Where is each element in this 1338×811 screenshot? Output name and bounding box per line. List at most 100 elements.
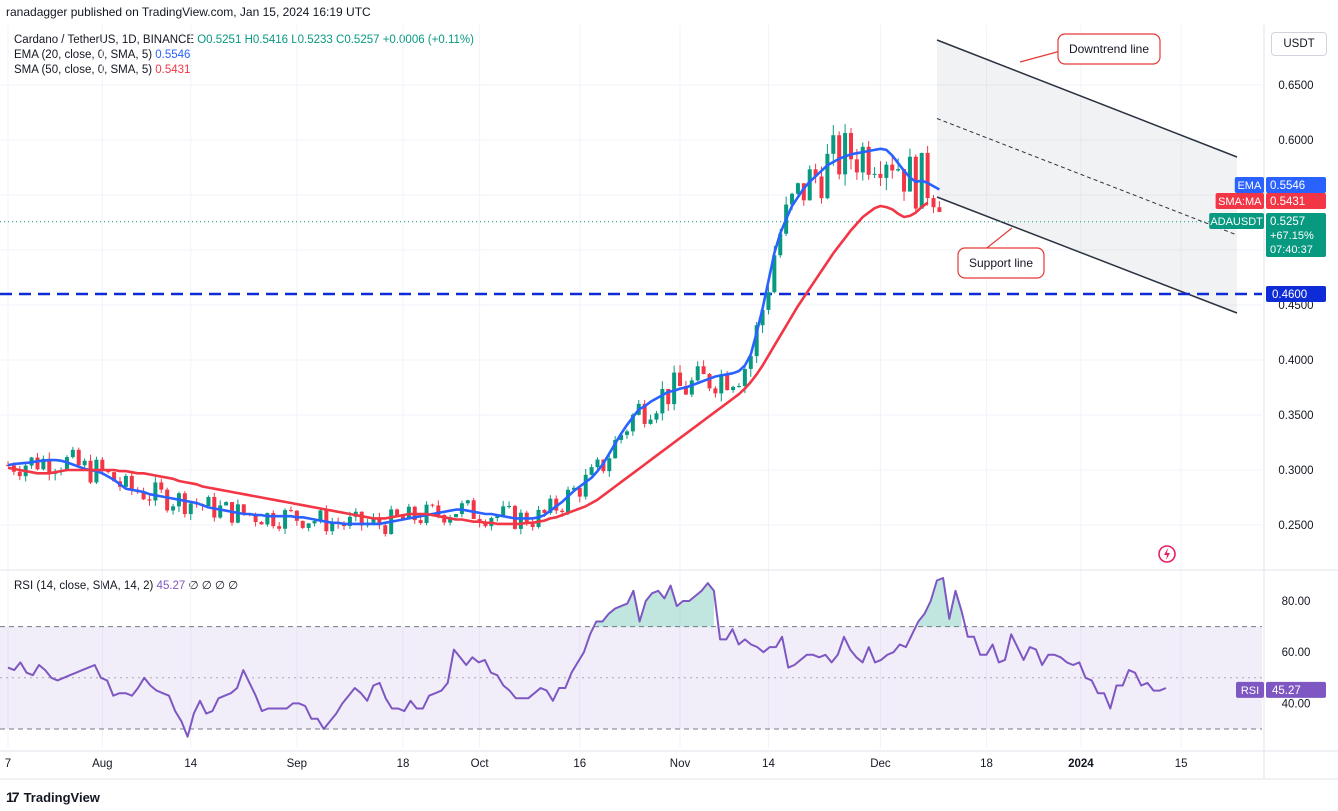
candle-body bbox=[300, 520, 305, 528]
low-value: L0.5233 bbox=[291, 34, 333, 46]
candle-body bbox=[171, 506, 176, 511]
rsi-legend[interactable]: RSI (14, close, SMA, 14, 2) 45.27 ∅ ∅ ∅ … bbox=[14, 578, 238, 592]
candle-body bbox=[241, 504, 246, 515]
candle-body bbox=[666, 388, 671, 405]
candle-body bbox=[294, 510, 299, 521]
candle-body bbox=[654, 413, 659, 420]
candle-body bbox=[678, 372, 683, 387]
candle-body bbox=[860, 146, 865, 173]
price-labels: EMA 0.5546 SMA:MA 0.5431 ADAUSDT 0.5257 +67.15… bbox=[1209, 177, 1326, 698]
candle-body bbox=[925, 152, 930, 199]
candle-body bbox=[819, 176, 824, 199]
moving-averages bbox=[7, 147, 941, 526]
price-tick-label: 0.4500 bbox=[1278, 300, 1313, 312]
candle-body bbox=[613, 439, 618, 459]
candle-body bbox=[848, 132, 853, 160]
ema-legend-row[interactable]: EMA (20, close, 0, SMA, 5) 0.5546 bbox=[14, 48, 474, 63]
candle-body bbox=[760, 309, 765, 326]
rsi-line bbox=[7, 577, 1167, 738]
flash-icon[interactable] bbox=[1157, 544, 1177, 564]
rsi-value-tag bbox=[1266, 681, 1326, 698]
candle-body bbox=[542, 509, 547, 513]
rsi-name-text: RSI bbox=[1241, 685, 1259, 697]
tradingview-logo[interactable]: 17 TradingView bbox=[6, 789, 100, 805]
candle-body bbox=[17, 471, 22, 477]
currency-button[interactable]: USDT bbox=[1271, 32, 1327, 56]
support-annotation-text: Support line bbox=[969, 256, 1033, 270]
ema-name-tag bbox=[1234, 177, 1264, 193]
candle-body bbox=[566, 489, 571, 512]
candle-body bbox=[483, 522, 488, 527]
time-tick-label: Oct bbox=[471, 758, 490, 770]
ema-label: EMA (20, close, 0, SMA, 5) bbox=[14, 49, 153, 61]
candle-body bbox=[907, 156, 912, 192]
price-tick-label: 0.6500 bbox=[1278, 80, 1313, 92]
candle-body bbox=[748, 356, 753, 369]
candle-body bbox=[182, 493, 187, 515]
sma-value-text: 0.5431 bbox=[1270, 196, 1305, 208]
time-tick-label: Dec bbox=[870, 758, 891, 770]
candle-body bbox=[672, 372, 677, 405]
price-tick-label: 0.4000 bbox=[1278, 355, 1313, 367]
candle-body bbox=[501, 506, 506, 516]
tradingview-wordmark: TradingView bbox=[23, 789, 100, 805]
candle-body bbox=[436, 505, 441, 516]
sma-label: SMA (50, close, 0, SMA, 5) bbox=[14, 64, 153, 76]
candle-body bbox=[807, 169, 812, 201]
candle-body bbox=[772, 255, 777, 293]
candle-body bbox=[902, 169, 907, 192]
sma-line bbox=[7, 201, 929, 526]
candle-body bbox=[507, 505, 512, 507]
candle-body bbox=[931, 198, 936, 208]
candle-body bbox=[395, 509, 400, 517]
candle-body bbox=[359, 511, 364, 526]
sma-name-text: SMA:MA bbox=[1218, 196, 1262, 208]
candle-body bbox=[595, 459, 600, 468]
candle-body bbox=[766, 292, 771, 310]
sma-value: 0.5431 bbox=[155, 64, 191, 76]
candle-body bbox=[35, 457, 40, 470]
sma-legend-row[interactable]: SMA (50, close, 0, SMA, 5) 0.5431 bbox=[14, 63, 474, 78]
time-tick-label: 14 bbox=[762, 758, 775, 770]
candle-body bbox=[147, 499, 152, 501]
candle-body bbox=[548, 498, 553, 513]
candle-body bbox=[471, 500, 476, 519]
candle-body bbox=[265, 513, 270, 525]
candle-body bbox=[583, 474, 588, 497]
candle-body bbox=[813, 169, 818, 177]
candle-body bbox=[825, 153, 830, 199]
ema-name-text: EMA bbox=[1237, 180, 1262, 192]
candle-body bbox=[141, 492, 146, 500]
symbol-label: Cardano / TetherUS, 1D, BINANCE bbox=[14, 34, 195, 46]
candle-body bbox=[47, 458, 52, 474]
candle-body bbox=[577, 487, 582, 497]
candle-body bbox=[701, 366, 706, 375]
candle-body bbox=[159, 482, 164, 490]
candle-body bbox=[560, 510, 565, 512]
channel-midline bbox=[936, 118, 1238, 236]
candle-body bbox=[571, 487, 576, 490]
candle-body bbox=[82, 460, 87, 466]
rsi-overbought-fill bbox=[918, 578, 962, 627]
candle-body bbox=[801, 183, 806, 201]
rsi-label: RSI (14, close, SMA, 14, 2) bbox=[14, 580, 154, 592]
candle-body bbox=[312, 521, 317, 524]
candle-body bbox=[736, 385, 741, 387]
candle-body bbox=[206, 496, 211, 507]
candle-body bbox=[6, 465, 10, 467]
rsi-overbought-fill bbox=[596, 583, 714, 627]
downtrend-annotation-box bbox=[1057, 33, 1161, 65]
time-tick-label: 14 bbox=[184, 758, 197, 770]
price-tick-label: 0.6000 bbox=[1278, 135, 1313, 147]
candle-body bbox=[707, 374, 712, 389]
last-price-block bbox=[1266, 213, 1326, 257]
candle-body bbox=[288, 510, 293, 512]
rsi-value-text: 45.27 bbox=[1272, 685, 1301, 697]
candle-body bbox=[318, 510, 323, 522]
candle-body bbox=[831, 135, 836, 154]
rsi-tick-label: 60.00 bbox=[1282, 647, 1311, 659]
candle-body bbox=[660, 388, 665, 414]
candle-body bbox=[884, 164, 889, 178]
time-tick-label: 18 bbox=[980, 758, 993, 770]
